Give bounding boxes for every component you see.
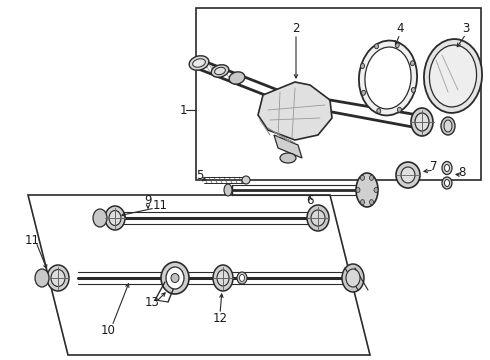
Ellipse shape (237, 272, 247, 284)
Ellipse shape (35, 269, 49, 287)
Ellipse shape (242, 176, 250, 184)
Text: 7: 7 (430, 159, 438, 172)
Ellipse shape (415, 113, 429, 131)
Ellipse shape (444, 180, 449, 186)
Ellipse shape (412, 87, 416, 93)
Ellipse shape (356, 188, 360, 193)
Ellipse shape (224, 184, 232, 196)
Text: 9: 9 (144, 194, 152, 207)
Ellipse shape (444, 120, 452, 132)
Ellipse shape (280, 153, 296, 163)
Text: 4: 4 (396, 22, 404, 35)
Ellipse shape (396, 162, 420, 188)
Ellipse shape (374, 188, 378, 193)
Ellipse shape (342, 264, 364, 292)
Ellipse shape (411, 108, 433, 136)
Ellipse shape (93, 209, 107, 227)
Ellipse shape (361, 200, 365, 204)
Ellipse shape (369, 200, 373, 204)
Text: 2: 2 (292, 22, 300, 35)
Ellipse shape (395, 42, 399, 48)
Ellipse shape (189, 56, 209, 70)
Ellipse shape (215, 67, 225, 75)
Ellipse shape (359, 41, 417, 116)
Ellipse shape (311, 210, 325, 226)
Ellipse shape (362, 90, 366, 95)
Text: 10: 10 (100, 324, 116, 337)
Text: 5: 5 (196, 168, 204, 181)
Ellipse shape (307, 205, 329, 231)
Ellipse shape (105, 206, 125, 230)
Polygon shape (28, 195, 370, 355)
Text: 6: 6 (306, 194, 314, 207)
Polygon shape (258, 82, 332, 140)
Ellipse shape (369, 175, 373, 180)
Text: 11: 11 (24, 234, 40, 247)
Ellipse shape (161, 262, 189, 294)
Ellipse shape (229, 72, 245, 84)
Text: 3: 3 (462, 22, 470, 35)
Ellipse shape (51, 270, 65, 287)
Ellipse shape (217, 270, 229, 286)
Ellipse shape (397, 107, 401, 112)
Ellipse shape (47, 265, 69, 291)
Ellipse shape (377, 108, 381, 113)
Ellipse shape (374, 44, 379, 49)
Ellipse shape (365, 47, 411, 109)
Text: 13: 13 (145, 296, 159, 309)
Text: 12: 12 (213, 311, 227, 324)
Text: 1: 1 (179, 104, 187, 117)
Ellipse shape (429, 45, 477, 107)
Ellipse shape (211, 65, 229, 77)
Ellipse shape (109, 211, 121, 225)
Polygon shape (274, 135, 302, 158)
Text: 11: 11 (152, 198, 168, 212)
Text: 8: 8 (458, 166, 466, 179)
Ellipse shape (213, 265, 233, 291)
Ellipse shape (361, 63, 365, 68)
Ellipse shape (441, 117, 455, 135)
Ellipse shape (240, 274, 245, 282)
Ellipse shape (171, 274, 179, 283)
Ellipse shape (444, 165, 449, 171)
Ellipse shape (193, 59, 205, 67)
Ellipse shape (356, 173, 378, 207)
Ellipse shape (442, 177, 452, 189)
Ellipse shape (346, 269, 360, 287)
Ellipse shape (411, 61, 415, 66)
Ellipse shape (442, 162, 452, 175)
Ellipse shape (401, 167, 415, 183)
Ellipse shape (166, 267, 184, 289)
Bar (196, 8, 481, 180)
Ellipse shape (424, 39, 482, 113)
Ellipse shape (361, 175, 365, 180)
